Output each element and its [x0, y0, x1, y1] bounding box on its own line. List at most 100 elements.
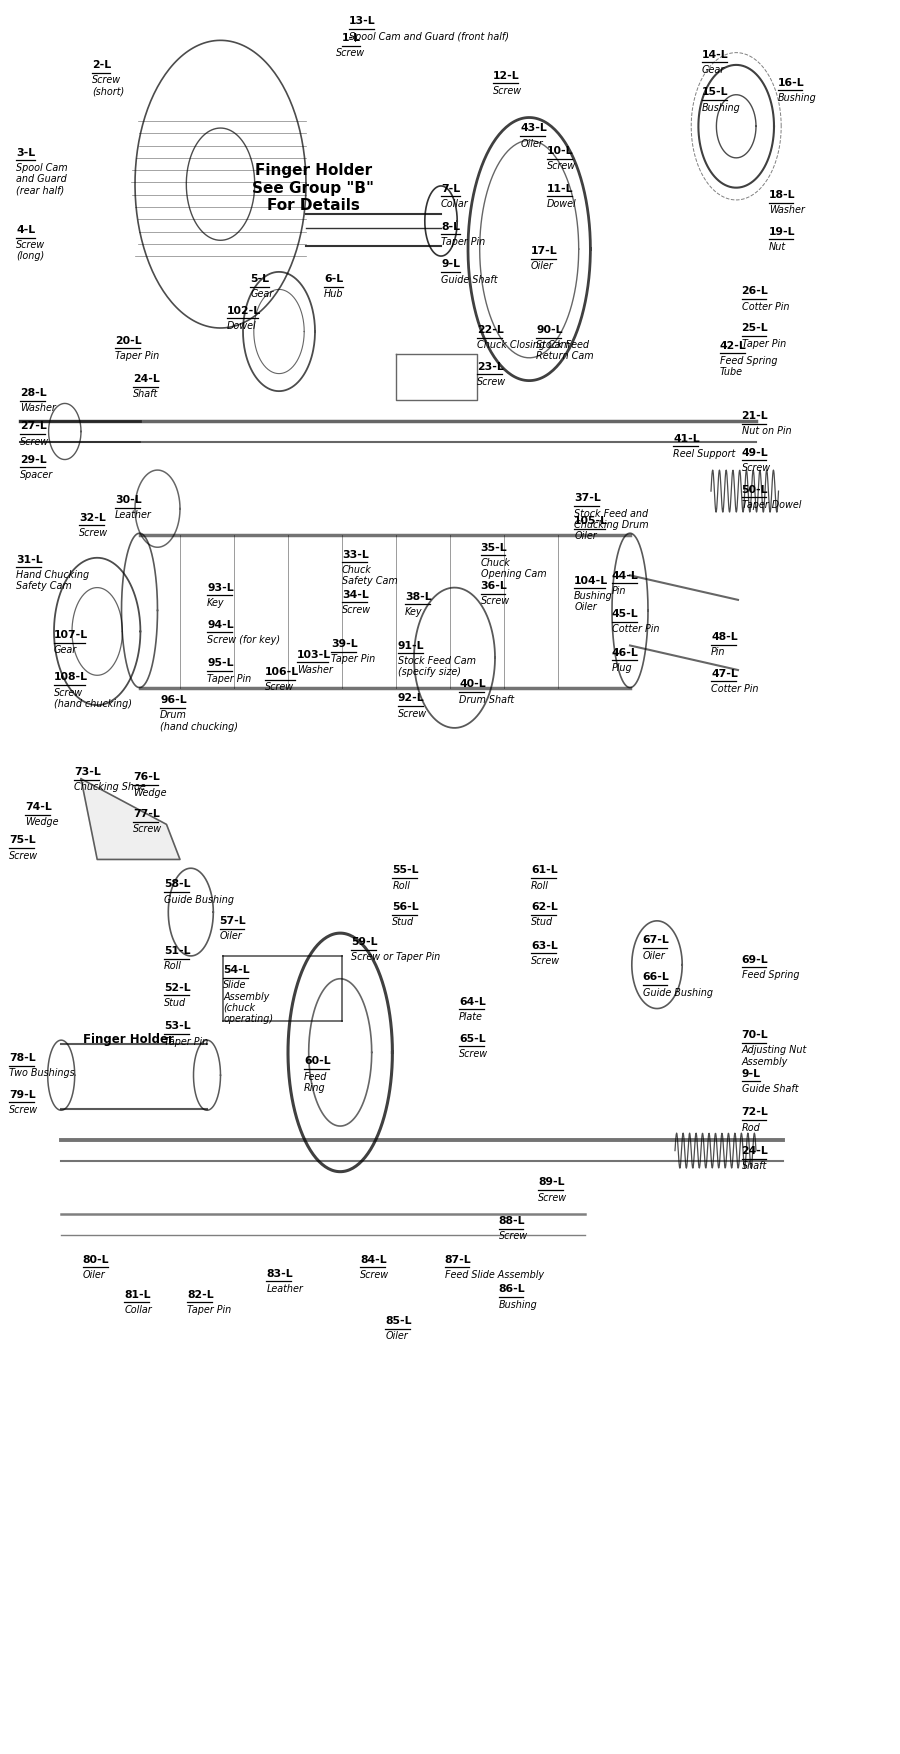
Text: 72-L: 72-L — [742, 1107, 769, 1117]
Text: 74-L: 74-L — [25, 802, 52, 812]
Text: 24-L: 24-L — [133, 374, 160, 384]
Text: 42-L: 42-L — [720, 340, 747, 351]
Text: 51-L: 51-L — [164, 945, 190, 956]
Text: 73-L: 73-L — [74, 766, 101, 777]
Text: Oiler: Oiler — [83, 1270, 105, 1280]
Text: Oiler: Oiler — [531, 261, 554, 272]
Text: 26-L: 26-L — [742, 286, 769, 296]
Text: 88-L: 88-L — [499, 1216, 525, 1226]
Text: 31-L: 31-L — [16, 554, 43, 565]
Text: 57-L: 57-L — [220, 916, 247, 926]
Text: 49-L: 49-L — [742, 447, 769, 458]
Text: 75-L: 75-L — [9, 835, 36, 845]
Text: 89-L: 89-L — [538, 1177, 564, 1187]
Text: 35-L: 35-L — [481, 542, 508, 553]
Text: Screw: Screw — [531, 956, 560, 966]
Text: Screw: Screw — [9, 851, 38, 861]
Text: Plug: Plug — [612, 663, 633, 674]
Text: 48-L: 48-L — [711, 631, 738, 642]
Text: Screw: Screw — [459, 1049, 488, 1059]
Text: Chuck Closing Cam: Chuck Closing Cam — [477, 340, 570, 351]
Text: 37-L: 37-L — [574, 493, 601, 503]
Text: Chuck
Opening Cam: Chuck Opening Cam — [481, 558, 546, 579]
Text: 30-L: 30-L — [115, 495, 142, 505]
Text: Gear: Gear — [702, 65, 725, 75]
Text: Key: Key — [405, 607, 423, 617]
Text: Guide Shaft: Guide Shaft — [441, 274, 498, 284]
Text: Stock Feed Cam
(specify size): Stock Feed Cam (specify size) — [398, 656, 476, 677]
Text: 12-L: 12-L — [493, 70, 520, 81]
Text: Feed Spring: Feed Spring — [742, 970, 799, 980]
Text: 3-L: 3-L — [16, 147, 35, 158]
Text: Screw: Screw — [20, 437, 49, 447]
Text: 46-L: 46-L — [612, 647, 639, 658]
Text: Pin: Pin — [612, 586, 626, 596]
Text: 106-L: 106-L — [265, 667, 299, 677]
Text: 39-L: 39-L — [331, 638, 358, 649]
Text: Washer: Washer — [20, 403, 56, 414]
Text: Screw: Screw — [481, 596, 509, 607]
Text: 79-L: 79-L — [9, 1089, 36, 1100]
Text: 6-L: 6-L — [324, 274, 343, 284]
Text: 77-L: 77-L — [133, 809, 160, 819]
Text: 47-L: 47-L — [711, 668, 738, 679]
Text: Screw
(long): Screw (long) — [16, 240, 45, 261]
Polygon shape — [81, 779, 180, 859]
Text: 40-L: 40-L — [459, 679, 486, 689]
Text: 76-L: 76-L — [133, 772, 160, 782]
Text: 95-L: 95-L — [207, 658, 233, 668]
Text: 60-L: 60-L — [304, 1056, 331, 1066]
Text: 107-L: 107-L — [54, 630, 88, 640]
Text: Stock Feed and
Chucking Drum: Stock Feed and Chucking Drum — [574, 509, 649, 530]
Text: Taper Pin: Taper Pin — [187, 1305, 231, 1316]
Text: Bushing
Oiler: Bushing Oiler — [574, 591, 613, 612]
Text: Oiler: Oiler — [520, 139, 543, 149]
Text: 5-L: 5-L — [250, 274, 269, 284]
Text: 7-L: 7-L — [441, 184, 460, 193]
Text: 34-L: 34-L — [342, 589, 369, 600]
Text: 50-L: 50-L — [742, 484, 768, 495]
Text: Drum Shaft: Drum Shaft — [459, 695, 514, 705]
Text: Leather: Leather — [266, 1284, 303, 1294]
Text: Slide
Assembly
(chuck
operating): Slide Assembly (chuck operating) — [223, 980, 274, 1024]
Text: Oiler: Oiler — [643, 951, 665, 961]
Text: Stud: Stud — [531, 917, 554, 928]
Text: 19-L: 19-L — [769, 226, 795, 237]
Text: Spool Cam
and Guard
(rear half): Spool Cam and Guard (rear half) — [16, 163, 68, 195]
Text: Leather: Leather — [115, 510, 152, 521]
Text: 36-L: 36-L — [481, 581, 508, 591]
Text: Cotter Pin: Cotter Pin — [612, 624, 660, 635]
Text: 90-L: 90-L — [536, 324, 562, 335]
Text: 69-L: 69-L — [742, 954, 769, 965]
Text: 43-L: 43-L — [520, 123, 547, 133]
Text: Screw
(hand chucking): Screw (hand chucking) — [54, 688, 132, 709]
Text: 62-L: 62-L — [531, 902, 558, 912]
Text: Taper Dowel: Taper Dowel — [742, 500, 801, 510]
Text: Pin: Pin — [711, 647, 725, 658]
Text: 56-L: 56-L — [392, 902, 419, 912]
Text: 14-L: 14-L — [702, 49, 729, 60]
Text: Hand Chucking
Safety Cam: Hand Chucking Safety Cam — [16, 570, 89, 591]
Text: 11-L: 11-L — [547, 184, 573, 193]
Text: 1-L: 1-L — [341, 33, 361, 42]
Text: Wedge: Wedge — [133, 788, 166, 798]
Text: Washer: Washer — [769, 205, 805, 216]
Text: Screw: Screw — [133, 824, 162, 835]
Text: 9-L: 9-L — [441, 260, 460, 268]
Text: 41-L: 41-L — [673, 433, 700, 444]
Text: Screw: Screw — [538, 1193, 567, 1203]
Text: Taper Pin: Taper Pin — [742, 339, 786, 349]
Text: 58-L: 58-L — [164, 879, 190, 889]
Text: 32-L: 32-L — [79, 512, 106, 523]
Text: 105-L: 105-L — [574, 516, 608, 526]
Text: Roll: Roll — [531, 881, 549, 891]
Text: Screw: Screw — [342, 605, 371, 616]
Text: Screw: Screw — [360, 1270, 389, 1280]
Text: Guide Bushing: Guide Bushing — [643, 988, 713, 998]
Text: 4-L: 4-L — [16, 225, 35, 235]
Text: Taper Pin: Taper Pin — [331, 654, 375, 665]
Text: Stud: Stud — [392, 917, 415, 928]
Text: Screw: Screw — [742, 463, 770, 474]
Text: 64-L: 64-L — [459, 996, 486, 1007]
Text: Oiler: Oiler — [220, 931, 242, 942]
